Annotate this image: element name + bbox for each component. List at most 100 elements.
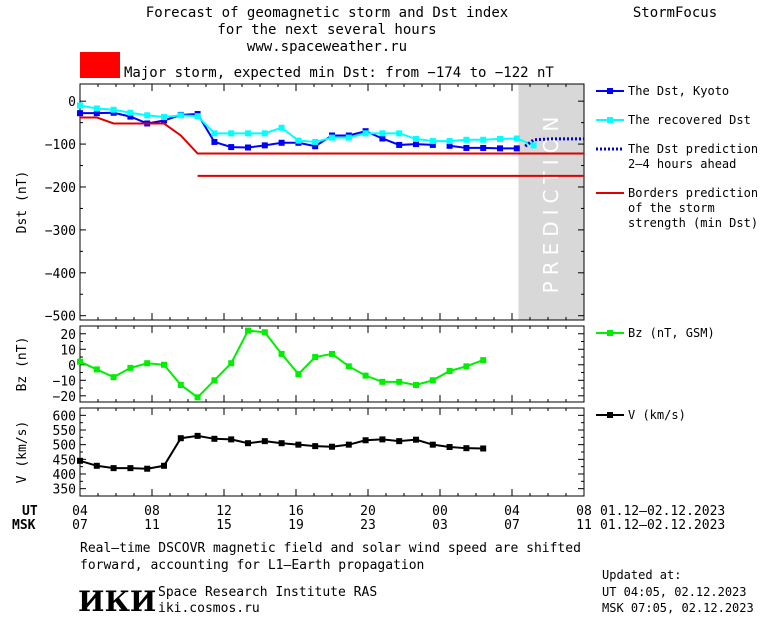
data-point-recovered: [261, 130, 268, 137]
y-tick-label: 400: [53, 468, 76, 483]
data-point-v: [480, 445, 487, 452]
data-point-recovered: [429, 138, 436, 145]
y-tick-label: −300: [45, 224, 76, 239]
y-tick-label: 500: [53, 439, 76, 454]
data-point-recovered: [530, 142, 537, 149]
data-point-bz: [228, 360, 235, 367]
series-line-prediction: [524, 137, 584, 148]
ut-tick-label: 00: [432, 504, 448, 519]
title-line-1: Forecast of geomagnetic storm and Dst in…: [146, 5, 508, 21]
data-point-recovered: [463, 136, 470, 143]
y-tick-label: −20: [53, 390, 76, 405]
y-tick-label: 0: [68, 95, 76, 110]
data-point-recovered: [245, 130, 251, 137]
data-point-kyoto: [161, 117, 167, 124]
series-line-bz: [79, 329, 484, 399]
data-point-bz: [413, 381, 419, 388]
data-point-recovered: [228, 130, 235, 137]
y-axis-label: Dst (nT): [15, 171, 30, 234]
data-point-v: [463, 445, 470, 452]
data-point-bz: [278, 350, 285, 357]
data-point-kyoto: [312, 143, 319, 150]
data-point-kyoto: [396, 141, 403, 148]
series-line-border_upper: [80, 116, 584, 155]
data-point-v: [127, 465, 134, 472]
data-point-v: [161, 462, 167, 469]
updated-label: Updated at:: [602, 568, 681, 582]
data-point-recovered: [127, 109, 134, 116]
data-point-kyoto: [429, 141, 436, 148]
y-tick-label: 0: [68, 359, 76, 374]
data-point-recovered: [161, 114, 167, 121]
data-point-v: [77, 457, 83, 464]
data-point-bz: [144, 360, 151, 367]
data-point-bz: [177, 381, 184, 388]
data-point-v: [362, 437, 369, 444]
series-line-kyoto: [80, 111, 433, 149]
data-point-bz: [77, 358, 83, 365]
data-point-kyoto: [77, 110, 83, 117]
data-point-v: [329, 443, 335, 450]
series-line-recovered: [79, 104, 534, 147]
y-tick-label: 20: [60, 328, 76, 343]
data-point-recovered: [93, 105, 100, 112]
legend-marker-kyoto: [607, 88, 613, 94]
data-point-v: [312, 443, 319, 450]
institute-name: Space Research Institute RAS: [158, 585, 377, 600]
data-point-kyoto: [211, 138, 218, 145]
msk-tick-label: 07: [504, 518, 520, 533]
title-line-2: for the next several hours: [217, 22, 436, 38]
data-point-recovered: [77, 102, 83, 109]
data-point-bz: [93, 366, 100, 373]
data-point-recovered: [177, 112, 184, 119]
data-point-v: [429, 441, 436, 448]
y-tick-label: −500: [45, 310, 76, 325]
msk-tick-label: 19: [288, 518, 304, 533]
data-point-kyoto: [261, 142, 268, 149]
data-point-bz: [396, 378, 403, 385]
data-point-v: [345, 441, 352, 448]
institute-site: iki.cosmos.ru: [158, 601, 260, 616]
msk-tick-label: 23: [360, 518, 376, 533]
updated-msk: MSK 07:05, 02.12.2023: [602, 601, 754, 615]
data-point-v: [413, 436, 419, 443]
data-point-kyoto: [245, 144, 251, 151]
data-point-recovered: [480, 136, 487, 143]
msk-date-range: 01.12–02.12.2023: [600, 518, 725, 533]
data-point-bz: [446, 367, 453, 374]
data-point-recovered: [211, 130, 218, 137]
data-point-v: [446, 444, 453, 451]
data-point-recovered: [446, 138, 453, 145]
footer-note-line-2: forward, accounting for L1–Earth propaga…: [80, 558, 424, 573]
ut-date-range: 01.12–02.12.2023: [600, 504, 725, 519]
ut-tick-label: 04: [72, 504, 88, 519]
msk-tick-label: 03: [432, 518, 448, 533]
data-point-kyoto: [110, 109, 117, 116]
legend-label-bz: Bz (nT, GSM): [628, 326, 715, 340]
data-point-v: [278, 440, 285, 447]
data-point-recovered: [497, 135, 503, 142]
legend-label-v: V (km/s): [628, 408, 686, 422]
data-point-bz: [463, 363, 470, 370]
legend-marker-recovered: [607, 117, 613, 123]
ut-tick-label: 12: [216, 504, 232, 519]
data-point-v: [93, 462, 100, 469]
data-point-bz: [127, 364, 134, 371]
y-axis-label: V (km/s): [15, 421, 30, 484]
data-point-kyoto: [93, 110, 100, 117]
msk-tick-label: 07: [72, 518, 88, 533]
data-point-recovered: [362, 130, 369, 137]
data-point-kyoto: [379, 135, 386, 142]
legend-label-kyoto: The Dst, Kyoto: [628, 84, 729, 98]
data-point-v: [177, 435, 184, 442]
data-point-bz: [295, 371, 302, 378]
msk-tick-label: 15: [216, 518, 232, 533]
footer-note-line-1: Real–time DSCOVR magnetic field and sola…: [80, 541, 581, 556]
data-point-recovered: [379, 130, 386, 137]
y-tick-label: 350: [53, 483, 76, 498]
legend-label-prediction: The Dst prediction: [628, 142, 758, 156]
brand-label: StormFocus: [633, 5, 717, 21]
legend-label-borders: strength (min Dst): [628, 216, 758, 230]
data-point-kyoto: [228, 144, 235, 151]
